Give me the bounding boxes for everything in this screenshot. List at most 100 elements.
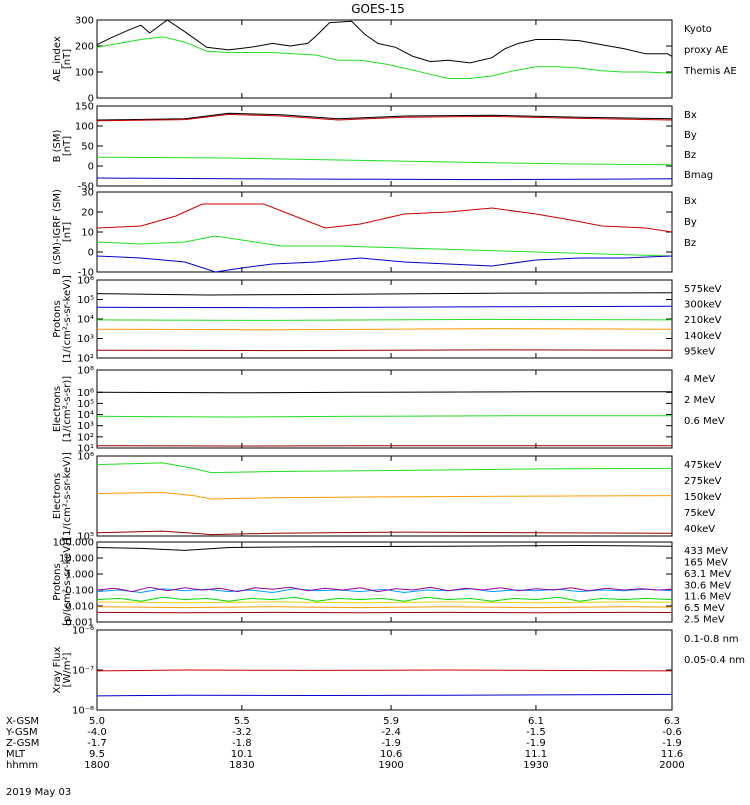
x-axis-value: 5.0 <box>89 716 105 727</box>
y-tick-label: 150 <box>75 102 94 113</box>
legend-entry: 0.6 MeV <box>684 416 725 427</box>
series-line-575kev <box>97 350 672 351</box>
legend-entry: 4 MeV <box>684 374 715 385</box>
y-tick-label: 10⁶ <box>77 276 94 287</box>
series-line-bx <box>97 256 672 272</box>
y-tick-label: 10⁴ <box>77 410 94 421</box>
x-axis-row-label: X-GSM <box>6 716 39 727</box>
y-tick-label: 10³ <box>77 421 94 432</box>
x-axis-value: 6.1 <box>528 716 544 727</box>
y-tick-label: 50 <box>81 142 94 153</box>
series-line-kyoto-proxy-ae <box>97 37 672 79</box>
legend-entry: Kyoto <box>684 24 712 35</box>
x-axis-value: -2.4 <box>381 727 401 738</box>
y-tick-label: 100 <box>75 68 94 79</box>
x-axis-row-label: Z-GSM <box>6 738 39 749</box>
panel-frame <box>97 542 672 622</box>
x-axis-value: 10.1 <box>231 749 253 760</box>
legend-entry: By <box>684 217 697 228</box>
y-axis-label: [nT] <box>62 222 73 242</box>
legend-entry: By <box>684 130 697 141</box>
date-label: 2019 May 03 <box>6 787 71 798</box>
legend-entry: Themis AE <box>683 66 737 77</box>
series-line-95kev <box>97 293 672 295</box>
y-tick-label: 10⁻⁷ <box>72 666 94 677</box>
x-axis-value: -1.9 <box>526 738 546 749</box>
panel-protons_mev: 0.0010.0100.1001.00010.000100.000Protons… <box>52 538 731 629</box>
legend-entry: Bmag <box>684 170 713 181</box>
y-tick-label: 100.000 <box>53 538 94 549</box>
y-axis-label: [1/(cm²-s-sr-keV)] <box>62 452 73 540</box>
x-axis-value: -1.8 <box>232 738 252 749</box>
x-axis-value: -4.0 <box>87 727 107 738</box>
legend-entry: 0.1-0.8 nm <box>684 634 739 645</box>
y-axis-label: [nT] <box>62 49 73 69</box>
x-axis-row-label: hhmm <box>6 760 38 771</box>
y-tick-label: 10⁶ <box>77 452 94 463</box>
series-line-2-5-mev <box>97 546 672 551</box>
x-axis-value: 2000 <box>659 760 684 771</box>
x-axis-value: 1830 <box>229 760 254 771</box>
y-tick-label: 0 <box>88 162 94 173</box>
series-line-275kev <box>97 493 672 500</box>
x-axis-value: -1.7 <box>87 738 107 749</box>
x-axis-row-label: MLT <box>6 749 26 760</box>
legend-entry: 275keV <box>684 476 722 487</box>
y-tick-label: 10⁵ <box>77 399 94 410</box>
series-line-2-mev <box>97 416 672 417</box>
series-line-by <box>97 236 672 256</box>
y-tick-label: 10² <box>77 354 94 365</box>
legend-entry: Bx <box>684 196 697 207</box>
series-line-0-6-mev <box>97 392 672 393</box>
y-tick-label: 300 <box>75 16 94 27</box>
x-axis-value: -3.2 <box>232 727 252 738</box>
legend-entry: 11.6 MeV <box>684 592 731 603</box>
legend-entry: Bz <box>684 150 696 161</box>
y-tick-label: 100 <box>75 122 94 133</box>
panel-electrons_mev: 10¹10²10³10⁴10⁵10⁶10⁸Electrons[1/(cm²-s-… <box>52 366 725 455</box>
x-axis-value: -1.9 <box>381 738 401 749</box>
series-line-bx <box>97 178 672 180</box>
y-tick-label: 10⁻⁸ <box>72 706 94 717</box>
legend-entry: 63.1 MeV <box>684 569 731 580</box>
series-line-300kev <box>97 329 672 330</box>
legend-entry: Bx <box>684 110 697 121</box>
x-axis-value: 5.9 <box>383 716 399 727</box>
plot-title: GOES-15 <box>351 2 405 16</box>
y-tick-label: 10⁶ <box>77 388 94 399</box>
x-axis-value: 1900 <box>378 760 403 771</box>
x-axis-value: -1.9 <box>662 738 682 749</box>
y-tick-label: 10⁻⁶ <box>72 626 94 637</box>
panel-frame <box>97 280 672 358</box>
legend-entry: 6.5 MeV <box>684 603 725 614</box>
x-axis-value: 5.5 <box>234 716 250 727</box>
series-line-150kev <box>97 463 672 473</box>
x-axis-value: -1.5 <box>526 727 546 738</box>
legend-entry: 2.5 MeV <box>684 615 725 626</box>
legend-entry: 433 MeV <box>684 546 728 557</box>
y-tick-label: 10³ <box>77 334 94 345</box>
legend-entry: 210keV <box>684 315 722 326</box>
series-line-165-mev <box>97 607 672 608</box>
legend-entry: 300keV <box>684 300 722 311</box>
y-tick-label: 20 <box>81 208 94 219</box>
x-axis-value: 1930 <box>523 760 548 771</box>
panel-frame <box>97 370 672 448</box>
legend-entry: 475keV <box>684 460 722 471</box>
x-axis-value: 10.6 <box>380 749 402 760</box>
legend-entry: proxy AE <box>684 45 728 56</box>
series-line-475kev <box>97 531 672 535</box>
y-tick-label: 10⁵ <box>77 295 94 306</box>
x-axis-value: 11.6 <box>661 749 683 760</box>
x-axis-value: 1800 <box>84 760 109 771</box>
legend-entry: 165 MeV <box>684 557 728 568</box>
y-axis-label: [1/(cm²-s-sr-keV)] <box>62 275 73 363</box>
y-tick-label: 10⁸ <box>77 366 94 377</box>
